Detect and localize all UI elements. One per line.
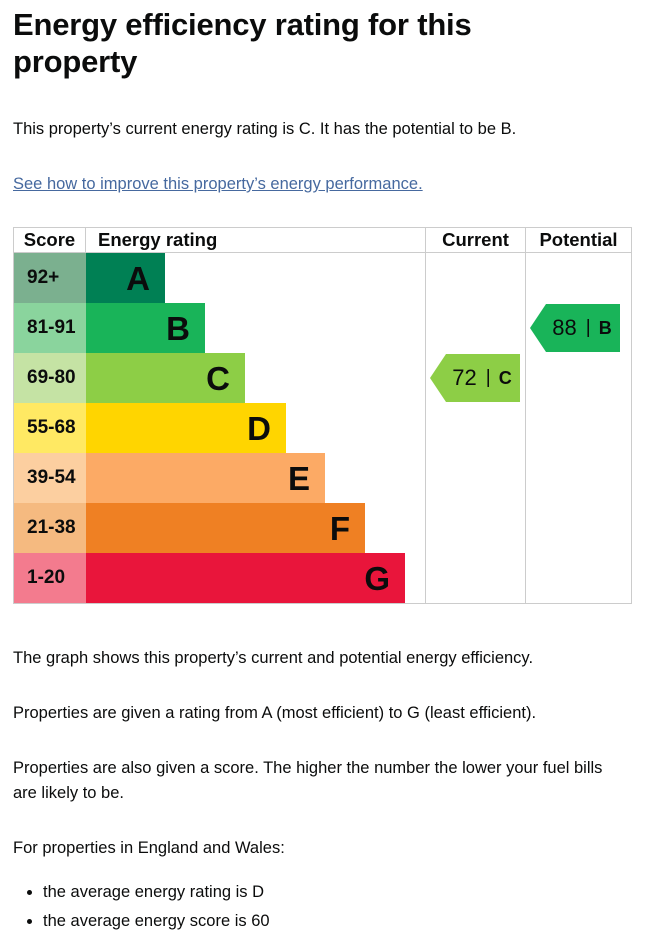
column-header-score: Score <box>14 228 86 253</box>
current-cell-g <box>425 553 525 603</box>
energy-rating-chart: Score Energy rating Current Potential 92… <box>13 227 632 604</box>
current-rating-arrow-separator: | <box>485 367 491 388</box>
score-range-a: 92+ <box>14 253 86 303</box>
rating-bar-f: F <box>86 503 365 553</box>
column-header-current: Current <box>425 228 525 253</box>
current-cell-b <box>425 303 525 353</box>
rating-letter-c: C <box>206 359 230 397</box>
score-range-d: 55-68 <box>14 403 86 453</box>
rating-letter-f: F <box>329 509 350 547</box>
current-cell-d <box>425 403 525 453</box>
column-header-potential: Potential <box>525 228 631 253</box>
averages-list: the average energy rating is D the avera… <box>13 879 671 934</box>
potential-cell-c <box>525 353 631 403</box>
current-cell-f <box>425 503 525 553</box>
rating-bar-cell-g: G <box>86 553 425 603</box>
intro-text: This property’s current energy rating is… <box>13 120 517 138</box>
rating-bar-d: D <box>86 403 286 453</box>
current-rating-arrow-letter: C <box>498 367 512 388</box>
potential-cell-g <box>525 553 631 603</box>
rating-bar-cell-e: E <box>86 453 425 503</box>
rating-bar-g: G <box>86 553 405 603</box>
list-item-average-rating: the average energy rating is D <box>43 879 671 905</box>
improve-performance-link[interactable]: See how to improve this property’s energ… <box>13 175 423 193</box>
potential-rating-arrow: 88 | B <box>530 304 620 352</box>
rating-bar-cell-c: C <box>86 353 425 403</box>
column-header-energy-rating: Energy rating <box>86 228 425 253</box>
rating-bar-cell-b: B <box>86 303 425 353</box>
rating-letter-b: B <box>166 309 190 347</box>
score-range-c: 69-80 <box>14 353 86 403</box>
rating-bar-c: C <box>86 353 245 403</box>
region-text: For properties in England and Wales: <box>13 839 285 857</box>
rating-bar-a: A <box>86 253 165 303</box>
potential-cell-f <box>525 503 631 553</box>
potential-cell-a <box>525 253 631 303</box>
potential-cell-d <box>525 403 631 453</box>
rating-bar-cell-a: A <box>86 253 425 303</box>
rating-bar-cell-d: D <box>86 403 425 453</box>
potential-rating-arrow-score: 88 <box>552 315 577 340</box>
graph-description-text: The graph shows this property’s current … <box>13 649 534 667</box>
score-range-f: 21-38 <box>14 503 86 553</box>
current-rating-arrow: 72 | C <box>430 354 520 402</box>
potential-cell-e <box>525 453 631 503</box>
rating-explainer-text: Properties are given a rating from A (mo… <box>13 704 537 722</box>
rating-bar-b: B <box>86 303 205 353</box>
rating-bar-cell-f: F <box>86 503 425 553</box>
rating-bar-e: E <box>86 453 325 503</box>
current-cell-c: 72 | C <box>425 353 525 403</box>
score-explainer-text: Properties are also given a score. The h… <box>13 759 603 802</box>
rating-letter-e: E <box>287 459 310 497</box>
score-range-e: 39-54 <box>14 453 86 503</box>
score-range-g: 1-20 <box>14 553 86 603</box>
rating-letter-a: A <box>126 259 150 297</box>
rating-letter-g: G <box>364 559 390 597</box>
page-title: Energy efficiency rating for this proper… <box>13 7 472 79</box>
improve-link-row: See how to improve this property’s energ… <box>13 172 671 197</box>
potential-rating-arrow-letter: B <box>598 317 612 338</box>
potential-rating-arrow-separator: | <box>585 317 591 338</box>
current-cell-e <box>425 453 525 503</box>
current-cell-a <box>425 253 525 303</box>
potential-cell-b: 88 | B <box>525 303 631 353</box>
list-item-average-score: the average energy score is 60 <box>43 908 671 934</box>
score-range-b: 81-91 <box>14 303 86 353</box>
rating-letter-d: D <box>247 409 271 447</box>
current-rating-arrow-score: 72 <box>452 365 477 390</box>
